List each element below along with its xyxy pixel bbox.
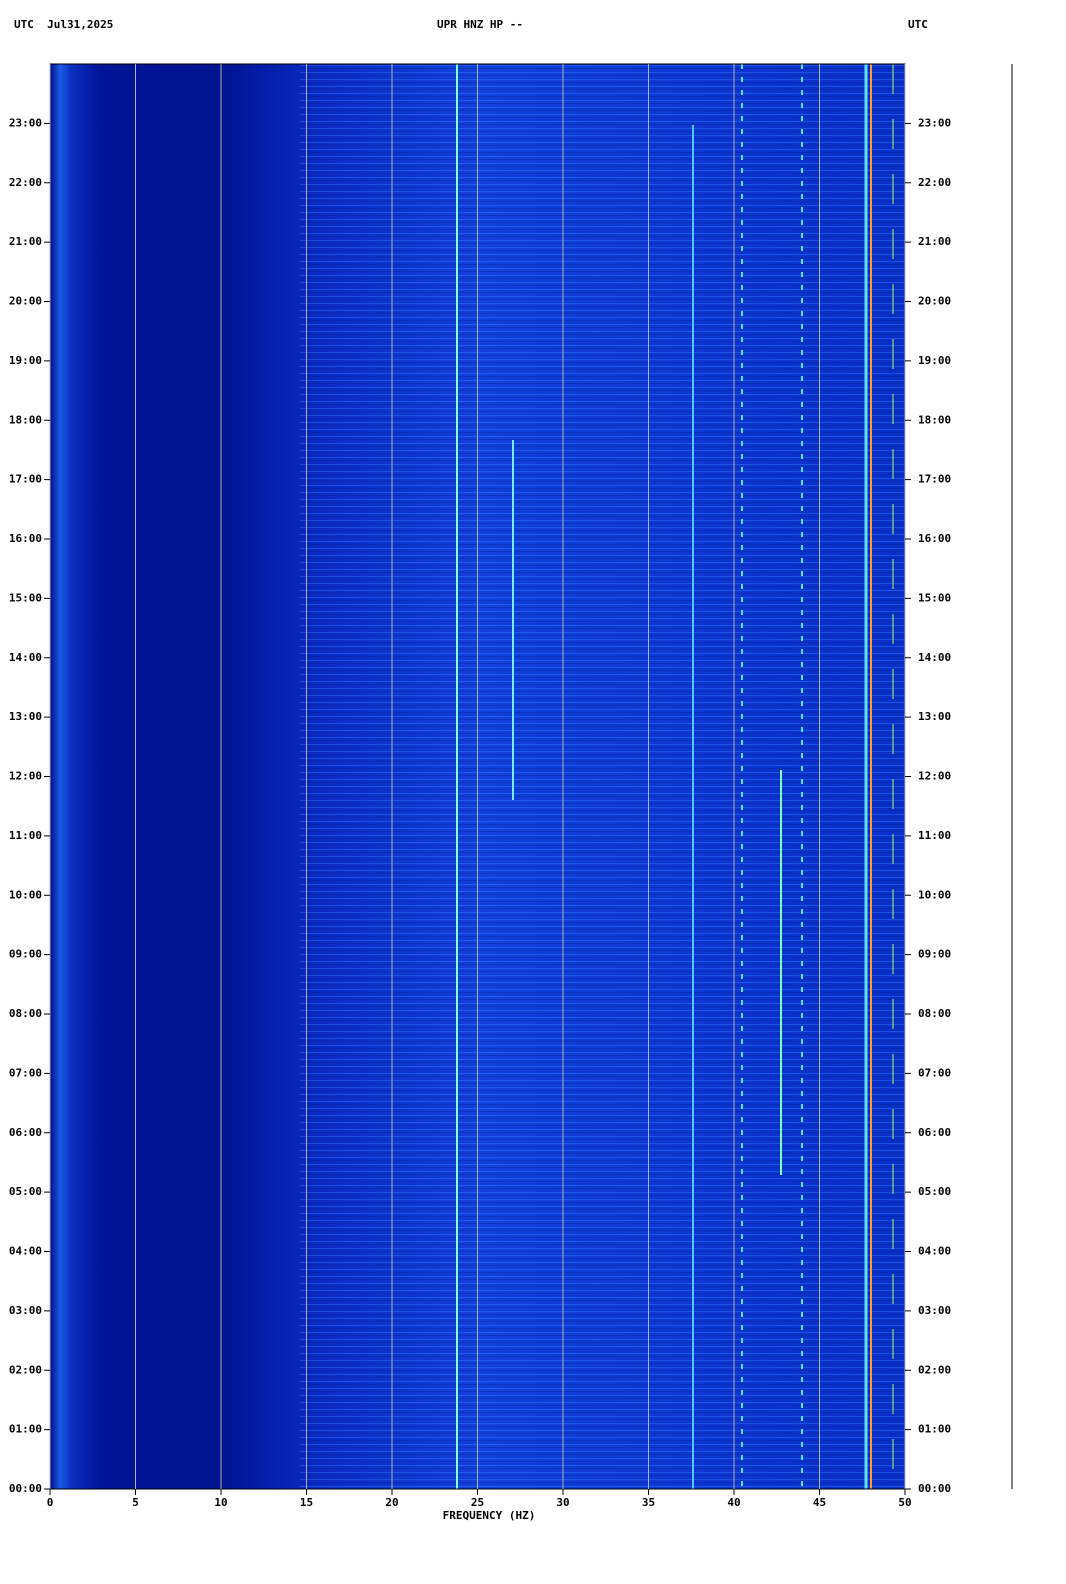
y-tick-label: 14:00 bbox=[918, 651, 951, 664]
y-tick-label: 08:00 bbox=[9, 1007, 42, 1020]
y-tick-label: 17:00 bbox=[918, 473, 951, 486]
x-tick-label: 10 bbox=[214, 1496, 227, 1509]
x-tick-label: 40 bbox=[727, 1496, 740, 1509]
x-axis-label: FREQUENCY (HZ) bbox=[443, 1509, 536, 1522]
y-tick-label: 03:00 bbox=[918, 1304, 951, 1317]
y-tick-label: 15:00 bbox=[9, 591, 42, 604]
y-tick-label: 05:00 bbox=[918, 1185, 951, 1198]
y-tick-label: 12:00 bbox=[9, 770, 42, 783]
y-tick-label: 00:00 bbox=[918, 1482, 951, 1495]
y-tick-label: 11:00 bbox=[918, 829, 951, 842]
y-tick-label: 07:00 bbox=[9, 1066, 42, 1079]
y-tick-label: 07:00 bbox=[918, 1066, 951, 1079]
y-tick-label: 02:00 bbox=[9, 1363, 42, 1376]
y-tick-label: 16:00 bbox=[918, 532, 951, 545]
y-tick-label: 04:00 bbox=[9, 1245, 42, 1258]
y-tick-label: 22:00 bbox=[9, 176, 42, 189]
header-right: UTC bbox=[908, 18, 928, 31]
x-tick-label: 30 bbox=[556, 1496, 569, 1509]
header-left: UTC Jul31,2025 bbox=[14, 18, 113, 31]
y-tick-label: 18:00 bbox=[9, 413, 42, 426]
y-tick-label: 00:00 bbox=[9, 1482, 42, 1495]
x-tick-label: 5 bbox=[132, 1496, 139, 1509]
y-tick-label: 04:00 bbox=[918, 1245, 951, 1258]
y-tick-label: 23:00 bbox=[918, 116, 951, 129]
y-tick-label: 11:00 bbox=[9, 829, 42, 842]
y-tick-label: 08:00 bbox=[918, 1007, 951, 1020]
x-tick-label: 45 bbox=[813, 1496, 826, 1509]
x-tick-label: 0 bbox=[47, 1496, 54, 1509]
x-tick-label: 35 bbox=[642, 1496, 655, 1509]
y-tick-label: 17:00 bbox=[9, 473, 42, 486]
y-tick-label: 03:00 bbox=[9, 1304, 42, 1317]
y-tick-label: 14:00 bbox=[9, 651, 42, 664]
x-tick-label: 15 bbox=[300, 1496, 313, 1509]
y-tick-label: 21:00 bbox=[918, 235, 951, 248]
y-tick-label: 13:00 bbox=[9, 710, 42, 723]
y-tick-label: 20:00 bbox=[9, 295, 42, 308]
y-tick-label: 22:00 bbox=[918, 176, 951, 189]
y-tick-label: 09:00 bbox=[918, 948, 951, 961]
y-tick-label: 19:00 bbox=[918, 354, 951, 367]
y-tick-label: 13:00 bbox=[918, 710, 951, 723]
x-tick-label: 25 bbox=[471, 1496, 484, 1509]
chart-title: UPR HNZ HP -- bbox=[437, 18, 523, 31]
y-tick-label: 06:00 bbox=[918, 1126, 951, 1139]
y-tick-label: 12:00 bbox=[918, 770, 951, 783]
y-tick-label: 23:00 bbox=[9, 116, 42, 129]
y-tick-label: 01:00 bbox=[918, 1423, 951, 1436]
y-tick-label: 10:00 bbox=[9, 888, 42, 901]
y-tick-label: 19:00 bbox=[9, 354, 42, 367]
y-tick-label: 02:00 bbox=[918, 1363, 951, 1376]
y-tick-label: 21:00 bbox=[9, 235, 42, 248]
y-tick-label: 09:00 bbox=[9, 948, 42, 961]
y-tick-label: 15:00 bbox=[918, 591, 951, 604]
y-tick-label: 06:00 bbox=[9, 1126, 42, 1139]
y-tick-label: 20:00 bbox=[918, 295, 951, 308]
y-tick-label: 16:00 bbox=[9, 532, 42, 545]
x-tick-label: 50 bbox=[898, 1496, 911, 1509]
y-tick-label: 05:00 bbox=[9, 1185, 42, 1198]
y-tick-label: 18:00 bbox=[918, 413, 951, 426]
x-tick-label: 20 bbox=[385, 1496, 398, 1509]
y-tick-label: 10:00 bbox=[918, 888, 951, 901]
y-tick-label: 01:00 bbox=[9, 1423, 42, 1436]
